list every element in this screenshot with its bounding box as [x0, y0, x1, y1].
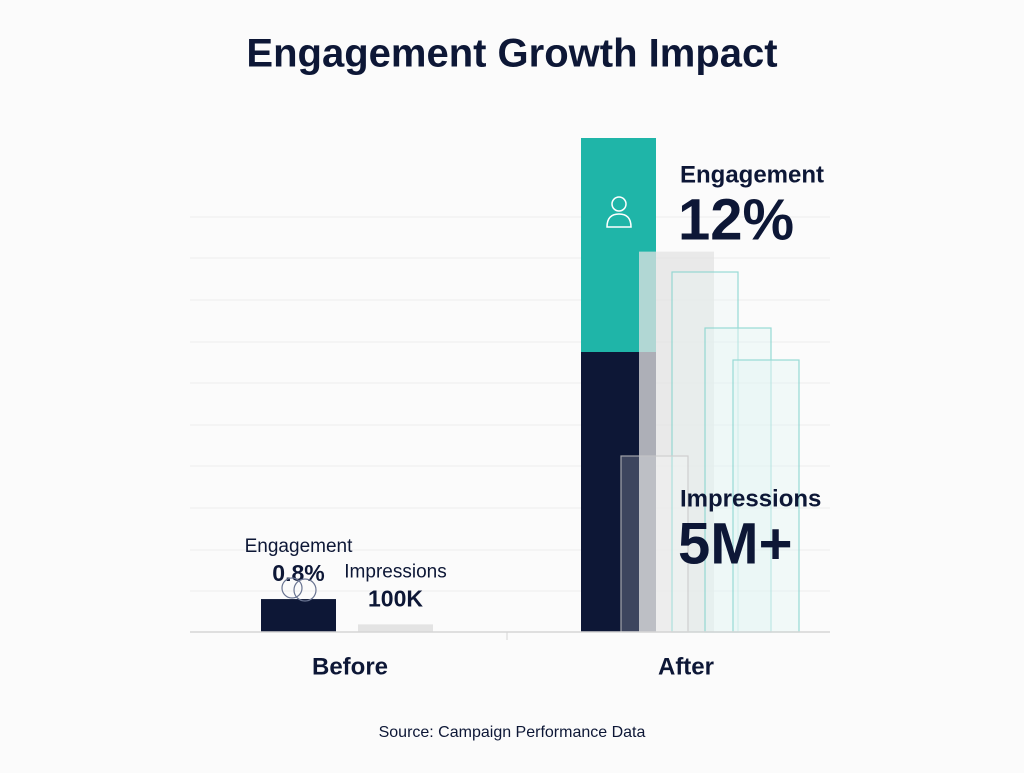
value-label: 12%	[678, 187, 794, 252]
icon-head	[611, 196, 627, 212]
icon-body	[606, 213, 632, 228]
source-note: Source: Campaign Performance Data	[379, 724, 646, 741]
x-tick-label: After	[658, 653, 714, 680]
series-label: Engagement	[680, 161, 824, 188]
background-lines	[190, 216, 830, 592]
value-label: 100K	[368, 585, 423, 611]
chart-title: Engagement Growth Impact	[246, 32, 777, 76]
icon-bubble	[281, 577, 303, 599]
series-label: Impressions	[344, 561, 446, 582]
icon-bubble	[293, 578, 317, 602]
user-icon	[606, 196, 632, 228]
series-label: Impressions	[680, 485, 821, 512]
value-label: 5M+	[678, 511, 792, 576]
chat-icon	[281, 577, 317, 602]
x-tick-label: Before	[312, 653, 388, 680]
series-label: Engagement	[245, 536, 353, 557]
bar	[358, 624, 433, 632]
bar	[639, 251, 714, 632]
decorative-frames	[620, 271, 800, 633]
bar	[261, 599, 336, 632]
value-label: 0.8%	[272, 560, 324, 586]
